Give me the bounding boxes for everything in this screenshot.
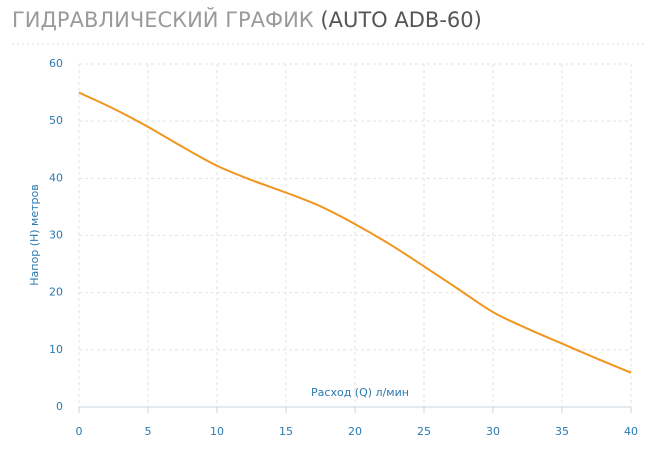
chart-subtitle: (AUTO ADB-60) <box>320 8 481 32</box>
y-axis-label: Напор (H) метров <box>28 184 41 285</box>
chart-title: ГИДРАВЛИЧЕСКИЙ ГРАФИК <box>12 7 314 32</box>
y-tick-label: 0 <box>56 400 63 413</box>
data-line <box>78 91 632 374</box>
x-tick-label: 20 <box>348 425 362 438</box>
y-tick-label: 20 <box>49 286 63 299</box>
x-tick-label: 25 <box>417 425 431 438</box>
x-axis-label: Расход (Q) л/мин <box>311 386 409 399</box>
y-tick-label: 60 <box>49 57 63 70</box>
y-tick-label: 10 <box>49 343 63 356</box>
x-tick-label: 40 <box>624 425 638 438</box>
y-tick-label: 40 <box>49 171 63 184</box>
x-tick-label: 30 <box>486 425 500 438</box>
x-tick-label: 5 <box>145 425 152 438</box>
x-tick-label: 15 <box>279 425 293 438</box>
x-tick-label: 0 <box>76 425 83 438</box>
x-tick-label: 35 <box>555 425 569 438</box>
chart-title-group: ГИДРАВЛИЧЕСКИЙ ГРАФИК (AUTO ADB-60) <box>12 7 482 32</box>
y-tick-label: 50 <box>49 114 63 127</box>
x-tick-label: 10 <box>210 425 224 438</box>
y-tick-label: 30 <box>49 229 63 242</box>
